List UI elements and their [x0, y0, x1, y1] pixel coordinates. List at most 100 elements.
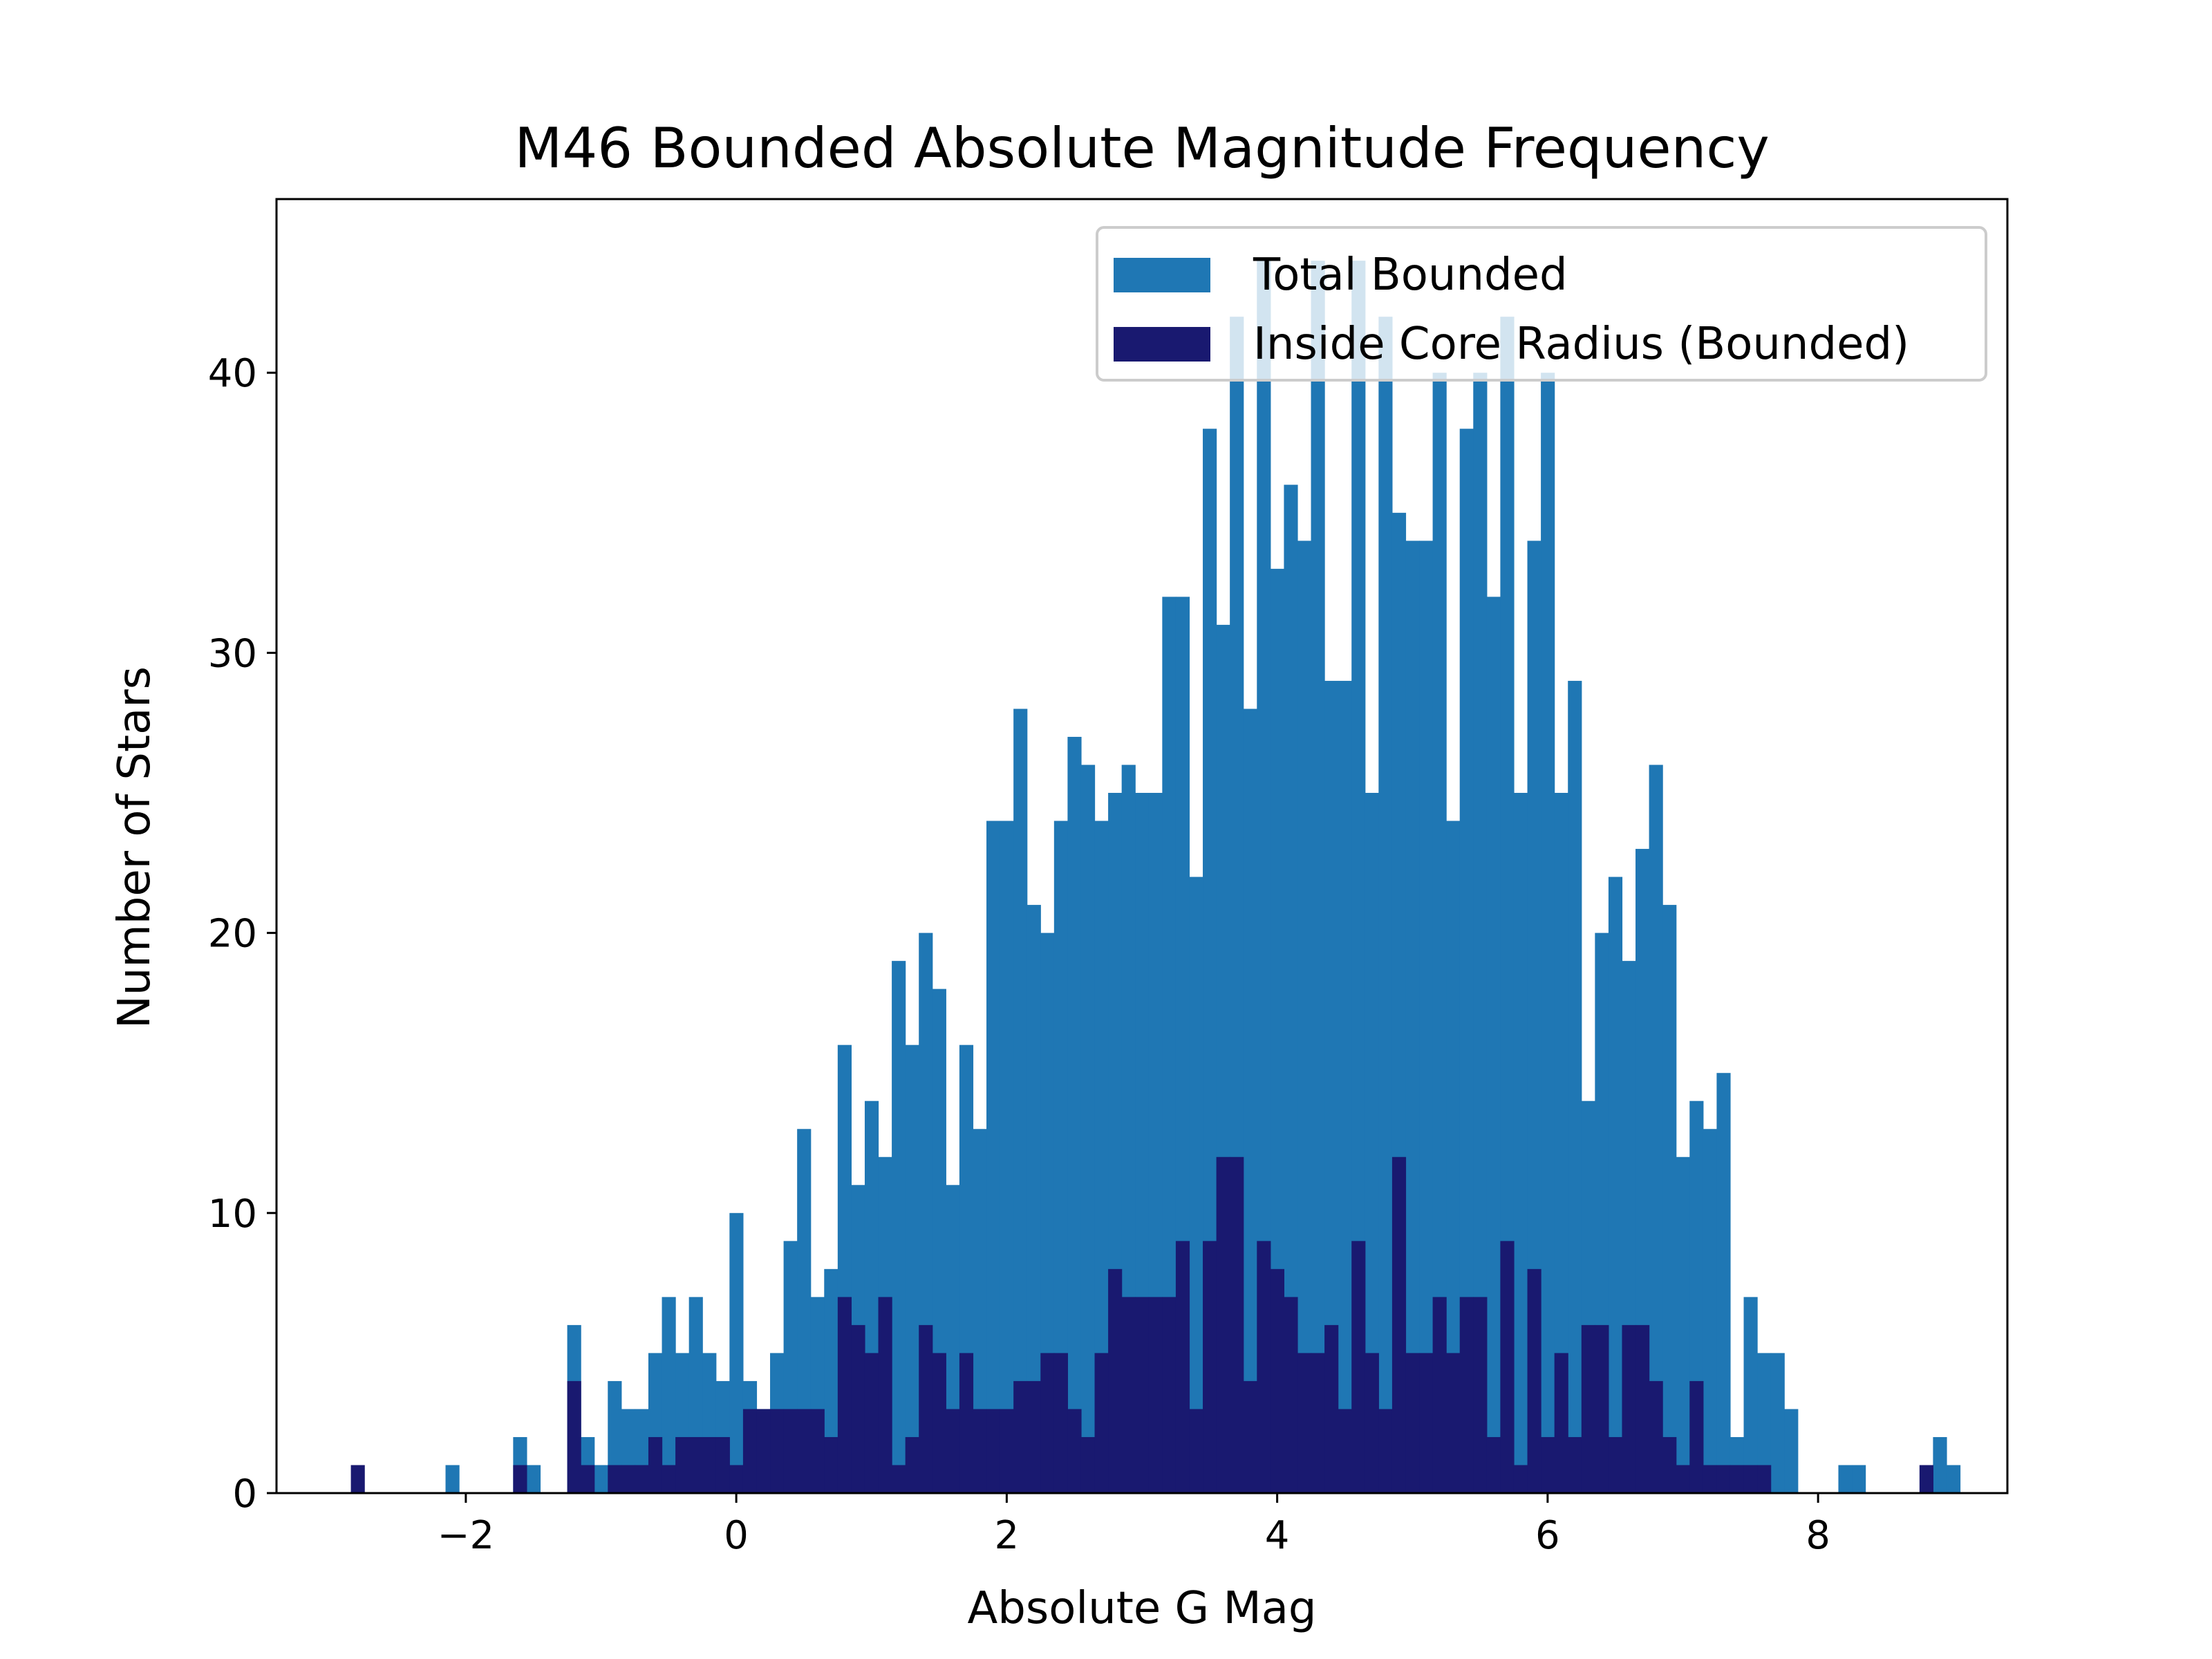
chart-title: M46 Bounded Absolute Magnitude Frequency: [514, 116, 1770, 180]
core-bar: [1324, 1324, 1339, 1493]
core-bar: [1459, 1297, 1474, 1493]
core-bar: [662, 1465, 676, 1493]
total-bar: [1500, 317, 1515, 1494]
x-axis-label: Absolute G Mag: [967, 1583, 1317, 1634]
core-bar: [756, 1409, 771, 1493]
x-tick-label: −2: [438, 1513, 495, 1558]
core-bar: [1391, 1156, 1407, 1493]
core-bar: [1040, 1353, 1055, 1493]
core-bar: [1486, 1436, 1501, 1493]
core-bar: [648, 1436, 663, 1493]
core-bar: [1216, 1156, 1230, 1493]
core-radius-bars: [350, 1156, 1933, 1493]
core-bar: [1094, 1353, 1109, 1493]
core-bar: [1175, 1241, 1190, 1493]
total-bar: [1203, 429, 1217, 1493]
total-bar: [1284, 485, 1298, 1493]
core-bar: [1270, 1268, 1284, 1493]
y-tick-label: 40: [208, 351, 257, 396]
core-bar: [1541, 1436, 1555, 1493]
core-bar: [1297, 1353, 1312, 1493]
core-bar: [1919, 1465, 1933, 1493]
core-bar: [581, 1465, 595, 1493]
core-bar: [635, 1465, 649, 1493]
total-bar: [1297, 541, 1312, 1493]
total-bar: [1013, 709, 1028, 1493]
total-bar: [905, 1044, 919, 1493]
total-bar: [1527, 541, 1541, 1493]
core-bar: [837, 1297, 852, 1493]
total-bar: [1513, 793, 1528, 1493]
core-bar: [1135, 1297, 1150, 1493]
total-bar: [1189, 877, 1203, 1493]
total-bar: [1027, 905, 1041, 1493]
core-bar: [1554, 1353, 1568, 1493]
core-bar: [1635, 1324, 1650, 1493]
core-bar: [1365, 1353, 1379, 1493]
core-bar: [1080, 1436, 1096, 1493]
core-bar: [1162, 1297, 1177, 1493]
total-bar: [1053, 821, 1068, 1493]
total-bar: [1243, 709, 1257, 1493]
total-bar: [662, 1297, 676, 1493]
core-bar: [892, 1465, 906, 1493]
total-bar: [445, 1465, 460, 1493]
core-bar: [1419, 1353, 1434, 1493]
core-bar: [350, 1465, 365, 1493]
core-bar: [1000, 1409, 1014, 1493]
core-bar: [824, 1436, 838, 1493]
core-bar: [1148, 1297, 1163, 1493]
core-bar: [1649, 1380, 1663, 1493]
core-bar: [1203, 1241, 1217, 1493]
total-bar: [1351, 261, 1366, 1493]
total-bar: [1067, 736, 1082, 1493]
legend-entry-total: Total Bounded: [1114, 244, 1568, 306]
core-bar: [1676, 1465, 1690, 1493]
core-bar: [1243, 1380, 1257, 1493]
core-bar: [1284, 1297, 1298, 1493]
total-bar: [1554, 793, 1568, 1493]
total-bar: [1473, 373, 1488, 1493]
core-bar: [1121, 1297, 1136, 1493]
core-bar: [851, 1324, 865, 1493]
plot-frame: [275, 198, 2009, 1494]
core-bar: [905, 1436, 919, 1493]
legend-label-core: Inside Core Radius (Bounded): [1253, 319, 1910, 370]
core-bar: [688, 1436, 703, 1493]
core-bar: [729, 1465, 744, 1493]
core-bar: [1230, 1156, 1244, 1493]
legend-label-total: Total Bounded: [1253, 250, 1568, 301]
core-bar: [1189, 1409, 1203, 1493]
total-bar: [1946, 1465, 1961, 1493]
total-bar: [1933, 1436, 1947, 1493]
core-bar: [1405, 1353, 1420, 1493]
total-bar: [1459, 429, 1474, 1493]
total-bar: [1743, 1297, 1758, 1493]
legend: Total Bounded Inside Core Radius (Bounde…: [1096, 226, 1987, 382]
core-bar: [1513, 1465, 1528, 1493]
core-bar: [770, 1409, 785, 1493]
core-bar: [1432, 1297, 1447, 1493]
core-bar: [715, 1436, 730, 1493]
core-bar: [1446, 1353, 1461, 1493]
core-bar: [1743, 1465, 1758, 1493]
total-bar: [1676, 1156, 1690, 1493]
core-bar: [1689, 1380, 1704, 1493]
core-bar: [1757, 1465, 1772, 1493]
total-bar: [729, 1212, 744, 1493]
core-bar: [864, 1353, 879, 1493]
core-bar: [1257, 1241, 1271, 1493]
total-bar: [1162, 597, 1177, 1493]
core-bar: [675, 1436, 690, 1493]
core-bar: [959, 1353, 974, 1493]
core-bar: [1568, 1436, 1582, 1493]
core-bar: [1581, 1324, 1595, 1493]
core-bar: [1311, 1353, 1325, 1493]
core-bar: [973, 1409, 987, 1493]
total-bar: [1784, 1409, 1799, 1493]
y-tick-label: 30: [208, 631, 257, 676]
total-bar: [986, 821, 1001, 1493]
total-bar: [1080, 765, 1096, 1493]
